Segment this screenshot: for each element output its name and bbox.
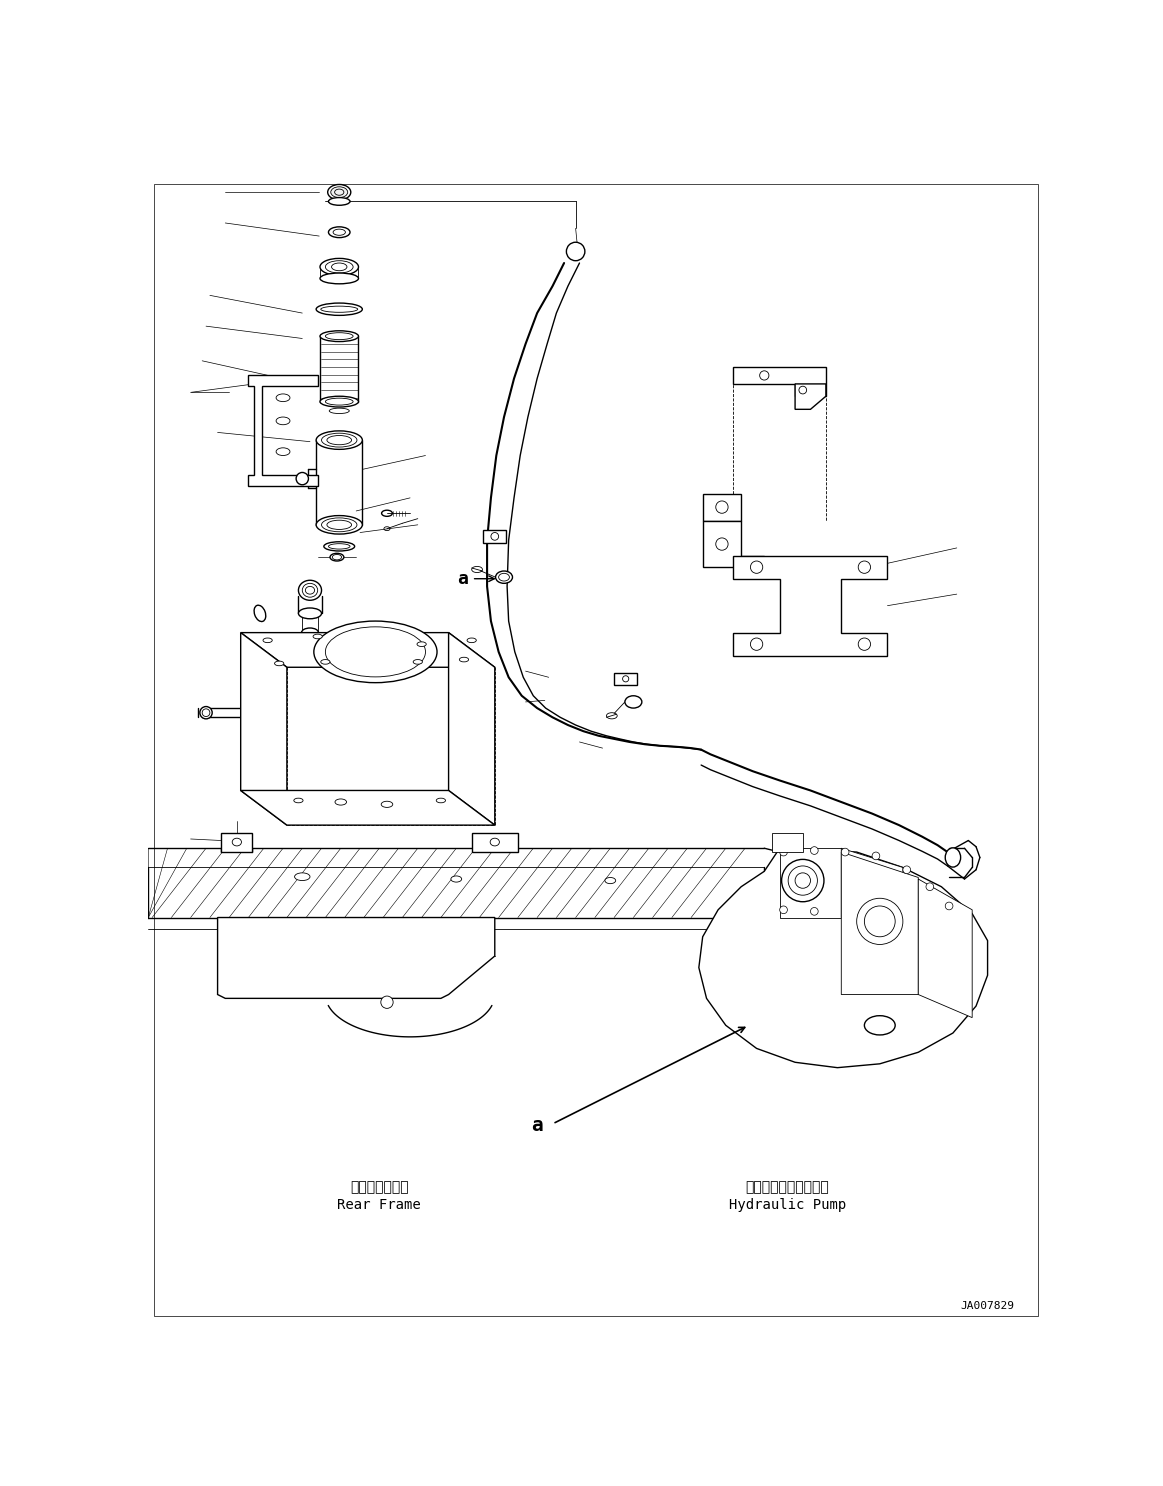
Ellipse shape: [320, 331, 358, 342]
Polygon shape: [702, 522, 764, 568]
Ellipse shape: [294, 872, 311, 881]
Circle shape: [811, 847, 819, 854]
Text: JA007829: JA007829: [961, 1302, 1014, 1311]
Ellipse shape: [495, 571, 513, 584]
Bar: [472, 832, 518, 851]
Ellipse shape: [335, 799, 347, 805]
Ellipse shape: [274, 661, 284, 666]
Polygon shape: [699, 849, 987, 1067]
Polygon shape: [841, 849, 902, 917]
Polygon shape: [919, 880, 972, 1018]
Circle shape: [799, 386, 807, 394]
Text: Rear Frame: Rear Frame: [337, 1198, 421, 1211]
Ellipse shape: [313, 635, 322, 639]
Text: Hydraulic Pump: Hydraulic Pump: [729, 1198, 846, 1211]
Ellipse shape: [323, 542, 355, 551]
Ellipse shape: [333, 189, 345, 195]
Polygon shape: [241, 791, 494, 825]
Ellipse shape: [299, 580, 321, 600]
Ellipse shape: [328, 227, 350, 238]
Ellipse shape: [413, 660, 422, 664]
Circle shape: [297, 473, 308, 484]
Polygon shape: [217, 917, 494, 999]
Ellipse shape: [263, 637, 272, 642]
Circle shape: [902, 866, 911, 874]
Ellipse shape: [418, 642, 427, 646]
Polygon shape: [241, 633, 287, 825]
Ellipse shape: [451, 875, 462, 883]
Ellipse shape: [301, 629, 319, 637]
Ellipse shape: [330, 187, 348, 198]
Ellipse shape: [864, 1016, 896, 1034]
Text: a: a: [457, 569, 468, 588]
Ellipse shape: [321, 660, 330, 664]
Ellipse shape: [328, 198, 350, 205]
Bar: [484, 531, 506, 542]
Ellipse shape: [326, 333, 354, 340]
Ellipse shape: [299, 608, 321, 618]
Bar: [614, 673, 637, 685]
Circle shape: [779, 906, 787, 914]
Polygon shape: [779, 849, 841, 917]
Bar: [221, 832, 252, 851]
Circle shape: [946, 902, 952, 909]
Ellipse shape: [302, 584, 317, 597]
Circle shape: [759, 372, 769, 380]
Circle shape: [841, 849, 849, 856]
Polygon shape: [249, 374, 317, 486]
Ellipse shape: [329, 409, 349, 413]
Ellipse shape: [320, 397, 358, 407]
Polygon shape: [734, 556, 887, 655]
Ellipse shape: [330, 553, 344, 562]
Ellipse shape: [326, 260, 354, 273]
Circle shape: [380, 996, 393, 1009]
Ellipse shape: [381, 801, 393, 807]
Ellipse shape: [316, 516, 363, 533]
Ellipse shape: [200, 706, 212, 719]
Text: a: a: [531, 1116, 543, 1135]
Text: ハイドロリックポンプ: ハイドロリックポンプ: [745, 1180, 829, 1195]
Ellipse shape: [321, 434, 357, 447]
Ellipse shape: [468, 637, 477, 642]
Ellipse shape: [254, 605, 266, 621]
Polygon shape: [841, 851, 919, 994]
Bar: [772, 832, 802, 851]
Circle shape: [566, 242, 585, 260]
Ellipse shape: [320, 259, 358, 275]
Ellipse shape: [782, 859, 823, 902]
Ellipse shape: [314, 621, 437, 682]
Circle shape: [926, 883, 934, 890]
Ellipse shape: [316, 431, 363, 449]
Ellipse shape: [459, 657, 469, 661]
Ellipse shape: [321, 519, 357, 532]
Polygon shape: [241, 633, 494, 667]
Bar: [702, 493, 741, 522]
Ellipse shape: [326, 398, 354, 406]
Circle shape: [811, 908, 819, 915]
Ellipse shape: [946, 849, 961, 868]
Ellipse shape: [316, 303, 363, 315]
Polygon shape: [449, 633, 494, 825]
Polygon shape: [795, 383, 826, 409]
Ellipse shape: [320, 273, 358, 284]
Ellipse shape: [328, 184, 351, 201]
Ellipse shape: [605, 877, 615, 884]
Text: リヤーフレーム: リヤーフレーム: [350, 1180, 408, 1195]
Polygon shape: [734, 367, 826, 397]
Circle shape: [779, 849, 787, 856]
Ellipse shape: [625, 695, 642, 709]
Circle shape: [872, 851, 879, 860]
